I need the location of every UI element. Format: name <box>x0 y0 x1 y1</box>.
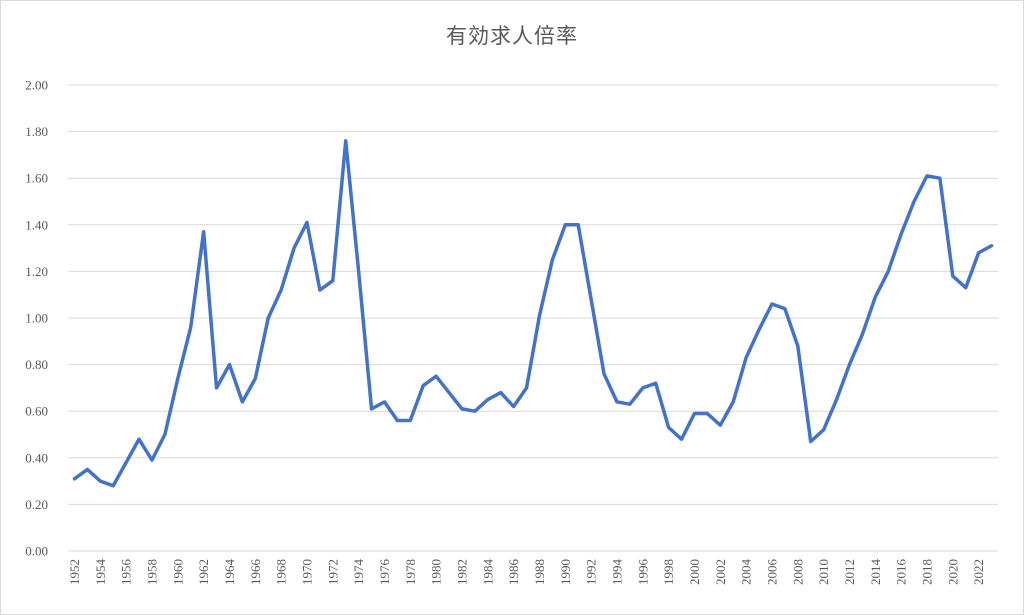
x-tick-label: 1986 <box>506 559 521 586</box>
x-tick-label: 2014 <box>868 559 883 586</box>
x-tick-label: 1976 <box>377 559 392 586</box>
x-tick-label: 1962 <box>196 559 211 585</box>
x-tick-label: 1994 <box>609 559 624 586</box>
y-tick-label: 0.00 <box>25 544 48 559</box>
x-tick-label: 2000 <box>687 559 702 585</box>
x-tick-label: 2004 <box>739 559 754 586</box>
x-tick-label: 2016 <box>894 559 909 586</box>
x-tick-label: 2018 <box>919 559 934 585</box>
x-tick-label: 2022 <box>971 559 986 585</box>
y-tick-label: 1.20 <box>25 264 48 279</box>
x-tick-label: 1982 <box>454 559 469 585</box>
y-tick-label: 1.60 <box>25 171 48 186</box>
y-tick-label: 0.80 <box>25 357 48 372</box>
y-tick-label: 1.00 <box>25 311 48 326</box>
x-tick-label: 1964 <box>222 559 237 586</box>
x-tick-label: 1968 <box>274 559 289 585</box>
series-line <box>72 139 994 488</box>
x-tick-label: 1992 <box>584 559 599 585</box>
grid-layer <box>68 84 998 552</box>
x-tick-label: 2012 <box>842 559 857 585</box>
series-layer <box>72 139 994 488</box>
x-tick-label: 1970 <box>299 559 314 585</box>
chart-title: 有効求人倍率 <box>446 24 578 48</box>
y-tick-label: 0.20 <box>25 497 48 512</box>
y-tick-label: 1.40 <box>25 217 48 232</box>
x-tick-label: 1956 <box>119 559 134 586</box>
y-tick-label: 2.00 <box>25 78 48 93</box>
x-tick-label: 2020 <box>945 559 960 585</box>
y-tick-label: 0.60 <box>25 404 48 419</box>
x-tick-label: 1972 <box>325 559 340 585</box>
y-axis-tick-labels: 0.00 0.20 0.40 0.60 0.80 1.00 1.20 1.40 1.60 1.80… <box>25 78 48 559</box>
x-tick-label: 1954 <box>93 559 108 586</box>
x-tick-label: 1998 <box>661 559 676 585</box>
x-tick-label: 1984 <box>480 559 495 586</box>
x-tick-label: 2002 <box>713 559 728 585</box>
x-tick-label: 1958 <box>144 559 159 585</box>
x-tick-label: 1990 <box>558 559 573 585</box>
x-tick-label: 1996 <box>635 559 650 586</box>
x-tick-label: 1980 <box>429 559 444 585</box>
x-tick-label: 2010 <box>816 559 831 585</box>
x-tick-label: 1974 <box>351 559 366 586</box>
x-tick-label: 2006 <box>764 559 779 586</box>
x-tick-label: 1960 <box>170 559 185 585</box>
x-tick-label: 1952 <box>67 559 82 585</box>
x-tick-label: 1978 <box>403 559 418 585</box>
y-tick-label: 0.40 <box>25 450 48 465</box>
x-tick-label: 2008 <box>790 559 805 585</box>
x-axis-tick-labels: 1952 1954 1956 1958 1960 1962 1964 1966 1968 1970… <box>67 559 986 586</box>
y-tick-label: 1.80 <box>25 124 48 139</box>
x-tick-label: 1988 <box>532 559 547 585</box>
x-tick-label: 1966 <box>248 559 263 586</box>
